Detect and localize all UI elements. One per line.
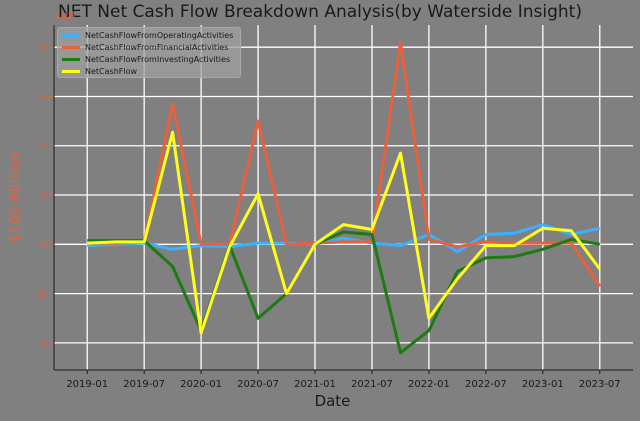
x-tick-label: 2019-07 (123, 379, 165, 390)
legend-swatch (62, 33, 80, 37)
x-tick-label: 2021-07 (351, 379, 393, 390)
legend: NetCashFlowFromOperatingActivities NetCa… (57, 27, 241, 78)
y-tick-label: 0 (40, 240, 46, 251)
series-line-1 (87, 223, 601, 254)
tick-labels: -4 -2 0 2 4 6 8 2019-01 2019-07 2020-01 2020-07 202… (36, 43, 621, 390)
x-tick-label: 2023-07 (579, 379, 621, 390)
y-axis-label: $100 Million (6, 152, 24, 244)
series-line-4 (87, 130, 602, 335)
y-tick-label: -2 (36, 289, 46, 300)
x-tick-label: 2022-07 (465, 379, 507, 390)
x-tick-label: 2020-07 (237, 379, 279, 390)
legend-item: NetCashFlowFromInvestingActivities (58, 53, 240, 65)
legend-label: NetCashFlow (85, 66, 138, 76)
chart-title: NET Net Cash Flow Breakdown Analysis(by … (58, 2, 582, 22)
legend-item: NetCashFlowFromOperatingActivities (58, 29, 240, 41)
x-tick-label: 2019-01 (66, 379, 108, 390)
series-lines (87, 40, 602, 355)
legend-swatch (62, 57, 80, 61)
x-tick-label: 2023-01 (522, 379, 564, 390)
x-tick-label: 2022-01 (408, 379, 450, 390)
legend-label: NetCashFlowFromOperatingActivities (85, 30, 234, 40)
series-line-2 (87, 40, 602, 288)
y-tick-label: -4 (36, 338, 46, 349)
legend-swatch (62, 69, 80, 73)
x-tick-label: 2020-01 (180, 379, 222, 390)
legend-label: NetCashFlowFromInvestingActivities (85, 54, 231, 64)
y-tick-label: 4 (40, 141, 46, 152)
series-line-3 (87, 230, 601, 355)
legend-swatch (62, 45, 80, 49)
x-axis-label: Date (314, 392, 351, 410)
y-tick-label: 2 (40, 191, 46, 202)
legend-item: NetCashFlowFromFinancialActivities (58, 41, 240, 53)
y-tick-label: 6 (40, 92, 46, 103)
legend-item: NetCashFlow (58, 65, 240, 77)
x-tick-label: 2021-01 (294, 379, 336, 390)
axes (50, 25, 633, 374)
legend-label: NetCashFlowFromFinancialActivities (85, 42, 229, 52)
y-tick-label: 8 (40, 43, 46, 54)
y-axis-multiplier: 1e8 (54, 9, 75, 22)
